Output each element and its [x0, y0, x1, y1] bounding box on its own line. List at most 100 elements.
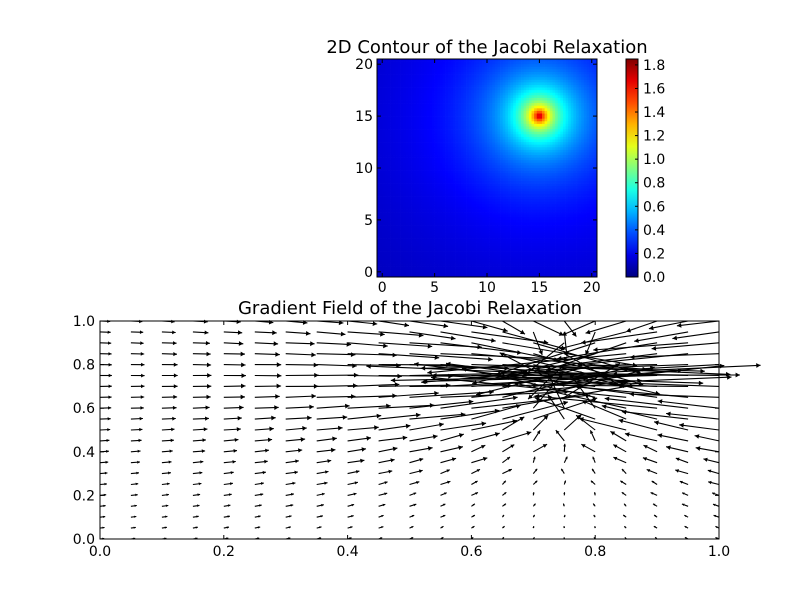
heatmap-cell	[507, 191, 511, 195]
heatmap-cell	[395, 118, 399, 122]
heatmap-cell	[502, 71, 506, 75]
heatmap-cell	[426, 248, 430, 252]
heatmap-cell	[526, 144, 530, 148]
heatmap-cell	[458, 97, 462, 101]
heatmap-cell	[390, 152, 394, 156]
heatmap-cell	[521, 269, 525, 273]
heatmap-cell	[442, 180, 446, 184]
heatmap-cell	[455, 232, 459, 236]
heatmap-cell	[481, 162, 485, 166]
heatmap-cell	[460, 103, 464, 107]
heatmap-cell	[439, 134, 443, 138]
heatmap-cell	[473, 77, 477, 81]
heatmap-cell	[489, 274, 493, 278]
heatmap-cell	[523, 95, 527, 99]
heatmap-cell	[426, 90, 430, 94]
heatmap-cell	[418, 168, 422, 171]
heatmap-cell	[468, 238, 472, 242]
heatmap-cell	[455, 261, 459, 265]
heatmap-cell	[445, 69, 449, 73]
heatmap-cell	[387, 206, 391, 210]
heatmap-cell	[528, 225, 532, 229]
heatmap-cell	[405, 87, 409, 91]
heatmap-cell	[429, 248, 433, 252]
heatmap-cell	[382, 209, 386, 213]
heatmap-cell	[466, 155, 470, 158]
heatmap-cell	[416, 79, 420, 83]
heatmap-cell	[492, 139, 496, 143]
heatmap-cell	[458, 66, 462, 70]
heatmap-cell	[523, 256, 527, 260]
heatmap-cell	[408, 77, 412, 81]
heatmap-cell	[463, 59, 467, 62]
heatmap-cell	[460, 64, 464, 68]
heatmap-cell	[408, 118, 412, 122]
heatmap-cell	[434, 129, 438, 133]
heatmap-cell	[502, 204, 506, 208]
heatmap-cell	[487, 134, 490, 138]
heatmap-cell	[432, 144, 435, 148]
heatmap-cell	[397, 149, 401, 153]
heatmap-cell	[458, 113, 462, 117]
heatmap-cell	[437, 66, 441, 70]
heatmap-cell	[432, 243, 435, 247]
heatmap-cell	[445, 103, 449, 107]
heatmap-cell	[377, 214, 380, 218]
heatmap-cell	[526, 188, 530, 192]
heatmap-cell	[484, 170, 488, 174]
heatmap-cell	[521, 191, 525, 195]
heatmap-cell	[494, 157, 498, 161]
heatmap-cell	[458, 214, 462, 218]
heatmap-cell	[489, 227, 493, 231]
heatmap-cell	[528, 71, 532, 75]
heatmap-cell	[434, 100, 438, 104]
heatmap-cell	[400, 155, 404, 158]
heatmap-cell	[481, 139, 485, 143]
heatmap-cell	[416, 116, 420, 120]
heatmap-cell	[466, 196, 470, 200]
heatmap-cell	[518, 144, 522, 148]
heatmap-cell	[476, 157, 480, 161]
heatmap-cell	[484, 69, 488, 73]
heatmap-cell	[507, 136, 511, 140]
heatmap-cell	[416, 87, 420, 91]
heatmap-cell	[507, 155, 511, 158]
heatmap-cell	[458, 199, 462, 203]
heatmap-cell	[473, 149, 477, 153]
heatmap-cell	[468, 100, 472, 104]
heatmap-cell	[505, 170, 509, 174]
heatmap-cell	[458, 206, 462, 210]
heatmap-cell	[377, 149, 380, 153]
heatmap-cell	[405, 157, 409, 161]
heatmap-cell	[392, 113, 396, 117]
heatmap-cell	[377, 196, 380, 200]
heatmap-cell	[403, 209, 407, 213]
heatmap-cell	[476, 170, 480, 174]
heatmap-cell	[473, 61, 477, 65]
heatmap-cell	[510, 170, 514, 174]
heatmap-cell	[387, 77, 391, 81]
heatmap-cell	[416, 235, 420, 239]
heatmap-cell	[528, 131, 532, 135]
heatmap-cell	[397, 139, 401, 143]
heatmap-cell	[528, 191, 532, 195]
heatmap-cell	[479, 100, 483, 104]
heatmap-cell	[439, 87, 443, 91]
heatmap-cell	[505, 74, 509, 78]
heatmap-cell	[439, 71, 443, 75]
heatmap-cell	[426, 59, 430, 62]
heatmap-cell	[416, 269, 420, 273]
heatmap-cell	[439, 193, 443, 197]
heatmap-cell	[418, 79, 422, 83]
heatmap-cell	[497, 162, 501, 166]
heatmap-cell	[442, 214, 446, 218]
heatmap-cell	[377, 142, 380, 145]
heatmap-cell	[473, 74, 477, 78]
heatmap-cell	[489, 232, 493, 236]
heatmap-cell	[377, 206, 380, 210]
heatmap-cell	[471, 155, 475, 158]
heatmap-cell	[455, 251, 459, 254]
heatmap-cell	[452, 136, 456, 140]
heatmap-cell	[497, 77, 501, 81]
heatmap-cell	[390, 100, 394, 104]
